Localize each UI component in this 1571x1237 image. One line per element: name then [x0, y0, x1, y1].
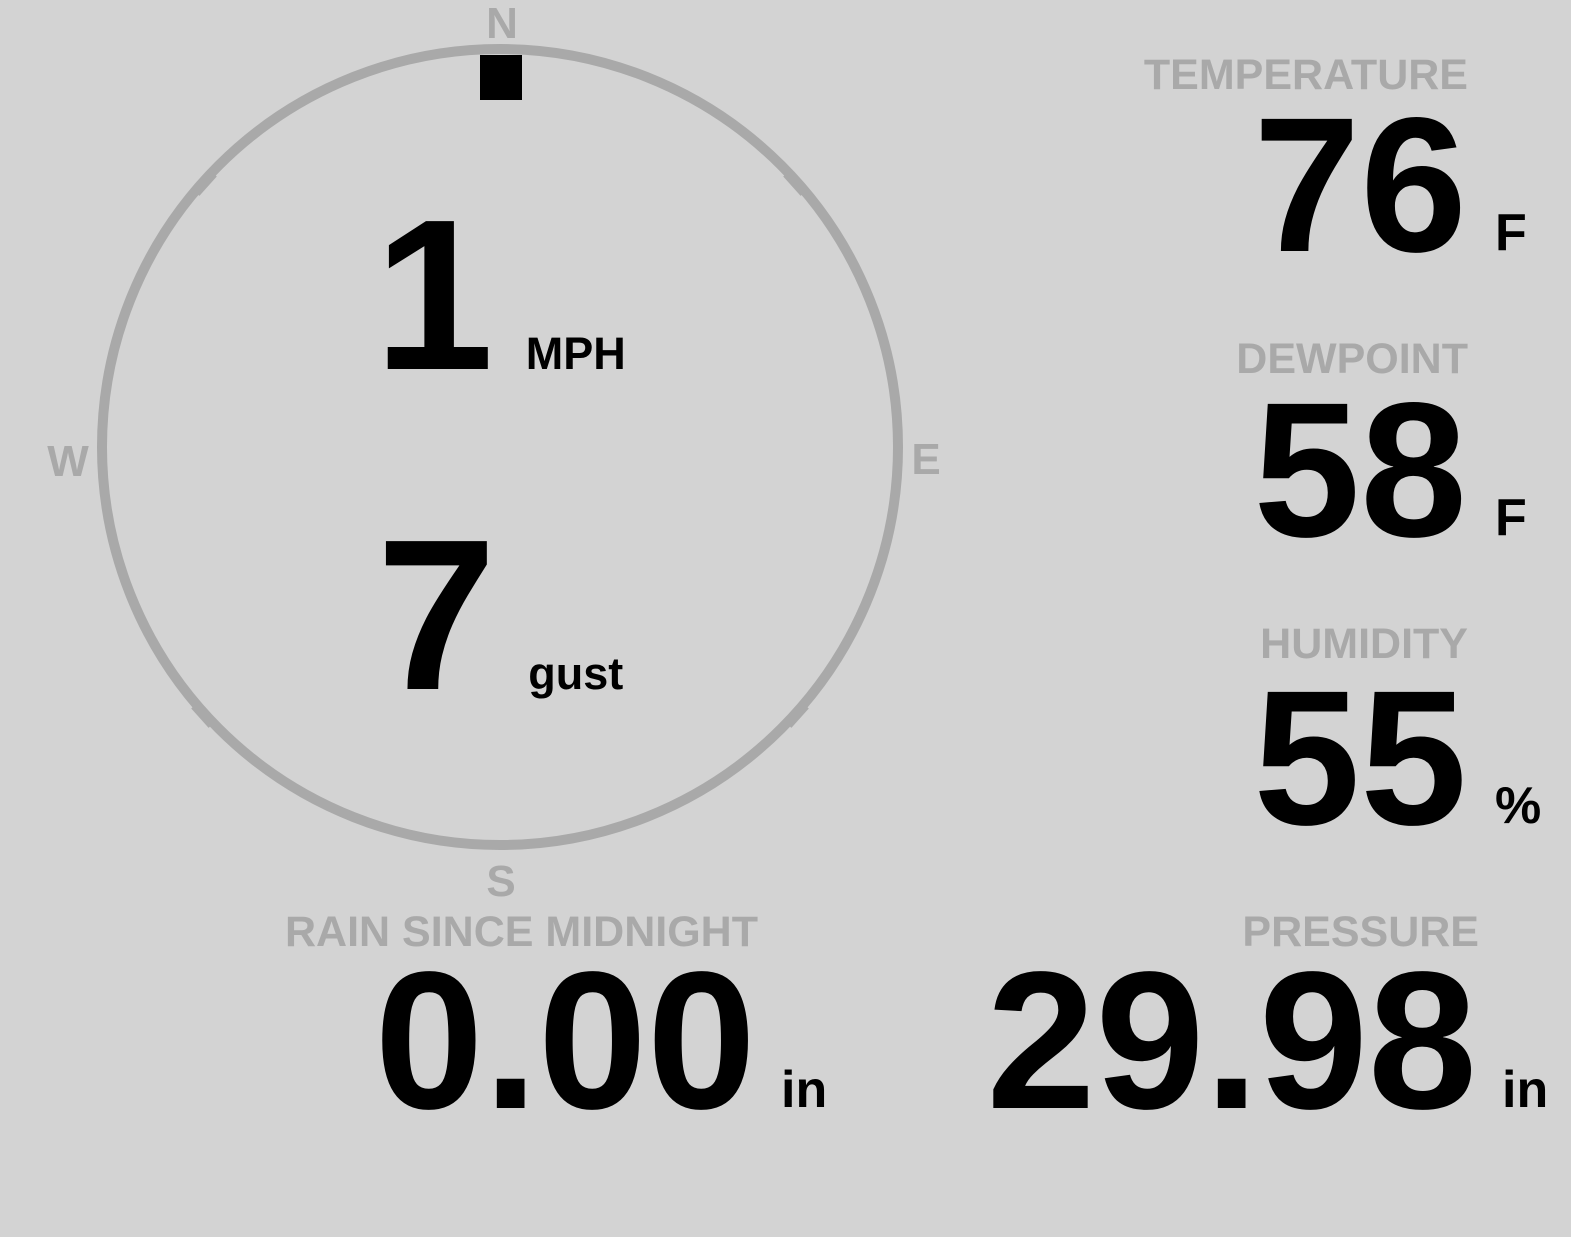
wind-gust-row: 7 gust [97, 507, 903, 722]
dewpoint-label: DEWPOINT [1236, 335, 1468, 383]
wind-speed-value: 1 [374, 174, 494, 415]
pressure-value-row: 29.98 in [987, 943, 1549, 1139]
wind-gust-unit: gust [528, 648, 624, 699]
rain-since-midnight-unit: in [781, 1061, 828, 1119]
wind-speed-unit: MPH [525, 328, 626, 379]
compass-north-label: N [486, 0, 518, 48]
wind-direction-marker [480, 55, 522, 100]
compass-west-label: W [47, 437, 89, 486]
dewpoint-unit: F [1495, 489, 1527, 547]
temperature-label: TEMPERATURE [1143, 51, 1468, 99]
humidity-value-row: 55 % [1253, 662, 1541, 854]
rain-since-midnight-value: 0.00 [374, 931, 756, 1150]
compass-east-label: E [911, 435, 941, 484]
humidity-unit: % [1495, 777, 1542, 835]
wind-speed-row: 1 MPH [97, 187, 903, 402]
rain-since-midnight-value-row: 0.00 in [375, 943, 828, 1139]
humidity-value: 55 [1253, 650, 1467, 865]
humidity-label: HUMIDITY [1260, 620, 1468, 668]
wind-compass-ring [97, 44, 903, 850]
dewpoint-value: 58 [1253, 362, 1467, 577]
pressure-label: PRESSURE [1242, 908, 1479, 956]
temperature-value: 76 [1253, 77, 1467, 292]
temperature-unit: F [1495, 204, 1527, 262]
wind-gust-value: 7 [376, 494, 497, 735]
pressure-value: 29.98 [986, 931, 1477, 1150]
pressure-unit: in [1502, 1061, 1549, 1119]
compass-south-label: S [486, 857, 516, 906]
temperature-value-row: 76 F [1253, 89, 1526, 281]
rain-since-midnight-label: RAIN SINCE MIDNIGHT [285, 908, 758, 956]
dewpoint-value-row: 58 F [1253, 374, 1526, 566]
